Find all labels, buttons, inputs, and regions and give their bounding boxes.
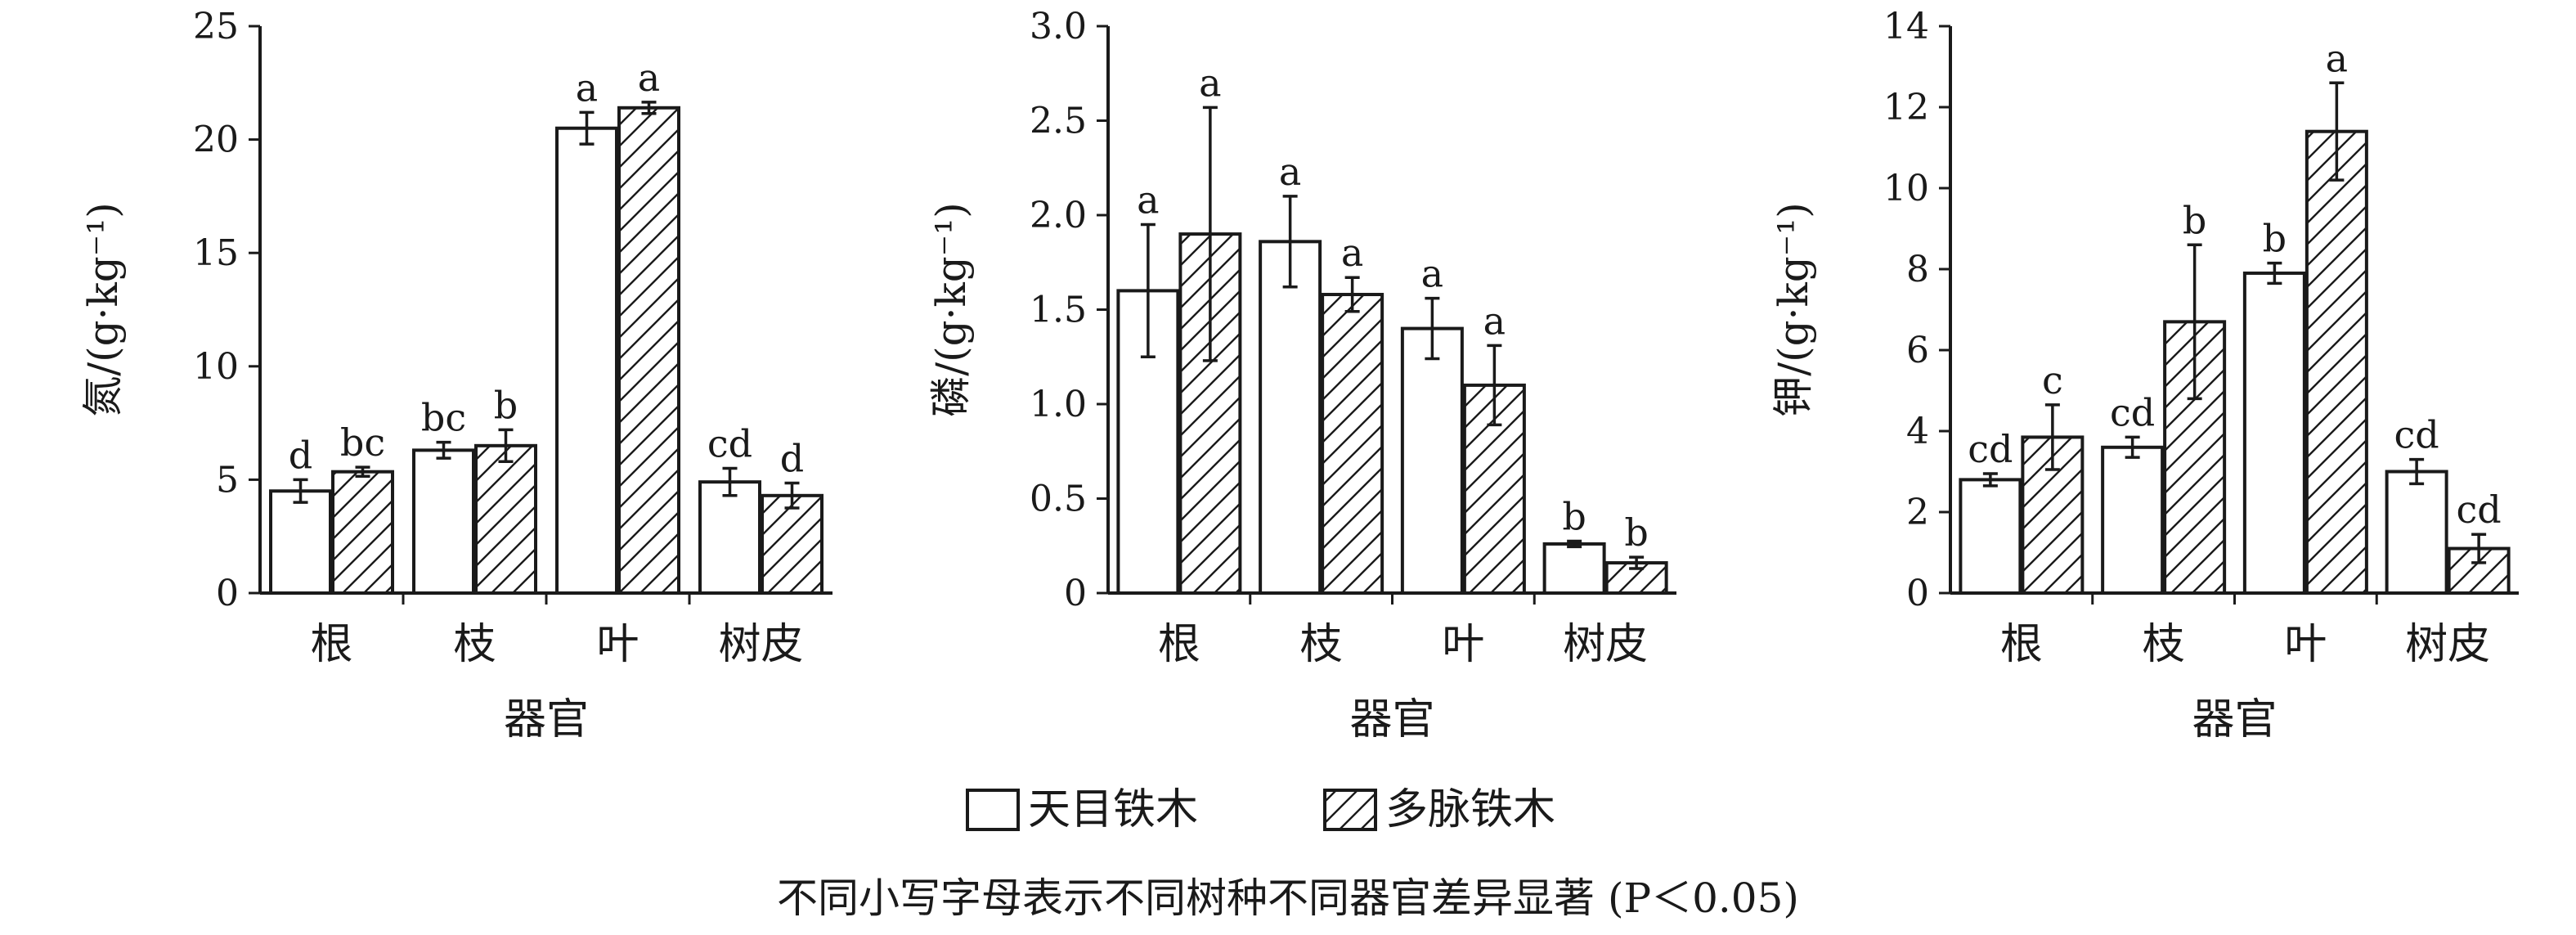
bar-series-b	[474, 443, 537, 595]
significance-label: d	[289, 433, 312, 477]
significance-label: b	[2263, 217, 2287, 261]
bar-series-b	[2304, 129, 2368, 595]
significance-label: cd	[707, 422, 752, 466]
significance-label: b	[1562, 494, 1586, 538]
significance-label: c	[2042, 358, 2063, 402]
y-tick-label: 1.5	[1030, 290, 1087, 331]
bar-series-a	[1259, 240, 1322, 595]
bar-series-a	[269, 489, 332, 596]
y-tick-label: 15	[193, 232, 239, 274]
x-category-label: 树皮	[2405, 620, 2490, 669]
y-axis-label: 磷/(g·kg⁻¹)	[927, 202, 975, 417]
y-tick-label: 4	[1906, 411, 1929, 452]
x-category-label: 枝	[1300, 620, 1343, 669]
y-axis-label: 氮/(g·kg⁻¹)	[79, 202, 127, 417]
significance-label: a	[1137, 178, 1159, 223]
significance-label: bc	[421, 396, 466, 440]
bar-series-b	[617, 106, 680, 596]
x-category-label: 枝	[2143, 620, 2185, 669]
y-tick-label: 0	[1906, 573, 1929, 614]
significance-label: a	[1341, 231, 1363, 275]
bar-series-a	[1400, 326, 1464, 595]
bar-series-b	[1321, 293, 1384, 595]
significance-label: b	[2183, 198, 2206, 242]
significance-label: bc	[340, 420, 385, 465]
y-tick-label: 2	[1906, 492, 1929, 533]
x-axis-label: 器官	[504, 695, 589, 744]
bar-series-a	[698, 480, 761, 595]
significance-label: b	[494, 383, 518, 427]
y-tick-label: 2.0	[1030, 195, 1087, 236]
significance-label: cd	[2457, 488, 2502, 532]
bar-series-a	[555, 126, 618, 596]
y-tick-label: 5	[216, 459, 239, 501]
x-category-label: 叶	[596, 620, 639, 669]
x-axis-label: 器官	[1349, 695, 1434, 744]
legend-label-series-a: 天目铁木	[1028, 785, 1198, 834]
y-tick-label: 8	[1906, 249, 1929, 290]
x-category-label: 树皮	[1563, 620, 1648, 669]
x-axis-label: 器官	[2192, 695, 2277, 744]
y-tick-label: 2.5	[1030, 101, 1087, 142]
y-tick-label: 14	[1883, 6, 1929, 47]
bar-series-b	[761, 493, 824, 596]
significance-label: a	[1199, 61, 1221, 105]
bar-series-a	[2101, 445, 2165, 595]
x-category-label: 叶	[1442, 620, 1484, 669]
y-tick-label: 12	[1883, 87, 1929, 128]
legend-swatch-series-b	[1323, 789, 1377, 831]
y-tick-label: 1.0	[1030, 384, 1087, 425]
y-tick-label: 0	[1064, 573, 1087, 614]
y-tick-label: 3.0	[1030, 6, 1087, 47]
significance-label: a	[1483, 299, 1506, 343]
legend: 天目铁木 多脉铁木	[966, 785, 1555, 834]
significance-label: a	[1421, 252, 1443, 296]
y-tick-label: 25	[193, 6, 239, 47]
significance-label: cd	[2110, 390, 2155, 434]
x-category-label: 树皮	[718, 620, 803, 669]
bar-series-a	[412, 448, 475, 596]
y-tick-label: 20	[193, 119, 239, 161]
y-tick-label: 10	[1883, 168, 1929, 209]
bar-series-a	[1959, 478, 2022, 596]
legend-swatch-series-a	[966, 789, 1020, 831]
significance-label: cd	[1968, 427, 2013, 471]
significance-label: b	[1624, 510, 1648, 555]
significance-label: a	[1279, 150, 1301, 194]
significance-label: cd	[2394, 413, 2439, 457]
significance-label: a	[576, 65, 598, 110]
x-category-label: 根	[2000, 620, 2043, 669]
x-category-label: 根	[1158, 620, 1200, 669]
bar-series-a	[2242, 271, 2306, 595]
significance-note: 不同小写字母表示不同树种不同器官差异显著 (P＜0.05)	[777, 874, 1799, 922]
x-category-label: 枝	[453, 620, 496, 669]
x-category-label: 根	[310, 620, 352, 669]
y-tick-label: 0	[216, 573, 239, 614]
bar-series-a	[1542, 542, 1606, 596]
legend-label-series-b: 多脉铁木	[1385, 785, 1555, 834]
significance-label: d	[780, 437, 804, 481]
bar-series-b	[331, 470, 394, 595]
significance-label: a	[638, 56, 660, 100]
y-tick-label: 0.5	[1030, 479, 1087, 520]
y-tick-label: 10	[193, 346, 239, 388]
bar-series-a	[2385, 470, 2448, 595]
x-category-label: 叶	[2284, 620, 2327, 669]
y-tick-label: 6	[1906, 330, 1929, 371]
significance-label: a	[2326, 36, 2348, 80]
y-axis-label: 钾/(g·kg⁻¹)	[1770, 202, 1817, 417]
